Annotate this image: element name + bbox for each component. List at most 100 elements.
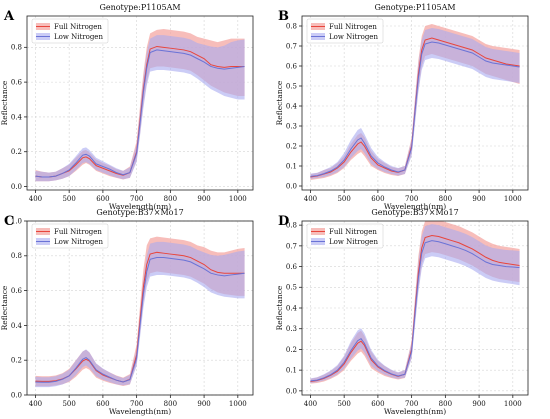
x-tick-label: 800 (164, 195, 177, 203)
x-axis-label: Wavelength(nm) (109, 407, 171, 416)
x-tick-label: 500 (337, 195, 350, 203)
y-tick-label: 0.2 (11, 148, 22, 156)
legend-label: Full Nitrogen (329, 23, 377, 31)
legend-label: Low Nitrogen (329, 33, 378, 41)
line-low-nitrogen (310, 240, 520, 382)
legend: Full Nitrogen Low Nitrogen (31, 223, 109, 249)
y-tick-label: 0.7 (286, 42, 297, 50)
band-low-nitrogen (35, 35, 245, 182)
x-tick-label: 700 (130, 400, 143, 408)
x-tick-label: 400 (304, 400, 317, 408)
y-tick-label: 0.4 (11, 322, 23, 330)
y-tick-label: 0.6 (11, 79, 23, 87)
x-tick-label: 400 (304, 195, 317, 203)
x-tick-label: 400 (29, 400, 42, 408)
x-axis-label: Wavelength(nm) (109, 202, 171, 211)
x-tick-label: 600 (371, 195, 384, 203)
x-tick-label: 700 (405, 195, 418, 203)
y-axis-label: Reflectance (275, 80, 284, 125)
y-tick-label: 0.3 (286, 325, 297, 333)
y-tick-label: 0.2 (11, 357, 22, 365)
y-tick-label: 0.4 (286, 304, 298, 312)
y-tick-label: 0.8 (11, 44, 22, 52)
y-tick-label: 0.7 (286, 242, 297, 250)
y-tick-label: 0.3 (286, 122, 297, 130)
x-tick-label: 900 (197, 400, 210, 408)
x-tick-label: 900 (472, 400, 485, 408)
axes-frame (301, 15, 529, 191)
chart-title: Genotype:B37×Mo17 (96, 208, 183, 217)
x-tick-label: 500 (62, 400, 75, 408)
legend: Full Nitrogen Low Nitrogen (306, 223, 384, 249)
panel-label: D (278, 214, 289, 229)
x-tick-label: 600 (96, 195, 109, 203)
panel-label: B (278, 9, 289, 24)
panel-label: A (3, 9, 15, 24)
x-tick-label: 1000 (504, 400, 522, 408)
y-tick-label: 0.0 (11, 391, 22, 399)
plot-series (35, 236, 245, 388)
legend-label: Full Nitrogen (329, 228, 377, 236)
x-tick-label: 800 (439, 400, 452, 408)
legend-box (31, 18, 109, 44)
x-axis-label: Wavelength(nm) (384, 202, 446, 211)
y-tick-label: 0.8 (286, 222, 297, 230)
x-tick-label: 1000 (229, 400, 247, 408)
legend: Full Nitrogen Low Nitrogen (306, 18, 384, 44)
band-low-nitrogen (35, 241, 245, 388)
panel-d: 400 500 600 700 800 900 1000 0.0 0.1 0.2 0.3 0.4 0.5… (275, 208, 529, 416)
y-tick-label: 0.4 (11, 113, 23, 121)
x-tick-label: 600 (96, 400, 109, 408)
y-tick-label: 0.0 (286, 387, 297, 395)
y-tick-label: 0.6 (286, 263, 298, 271)
y-tick-label: 0.2 (286, 142, 297, 150)
chart-title: Genotype:P1105AM (374, 3, 455, 12)
y-tick-label: 0.1 (286, 367, 297, 375)
y-tick-label: 1.0 (11, 217, 22, 225)
y-tick-label: 0.0 (286, 182, 297, 190)
y-axis-label: Reflectance (275, 285, 284, 330)
x-tick-label: 600 (371, 400, 384, 408)
y-tick-label: 0.8 (11, 252, 22, 260)
panel-label: C (4, 214, 14, 229)
y-tick-label: 0.6 (11, 287, 23, 295)
plot-series (310, 24, 520, 180)
chart-title: Genotype:P1105AM (99, 3, 180, 12)
x-tick-label: 1000 (504, 195, 522, 203)
y-tick-label: 0.0 (11, 183, 22, 191)
y-tick-label: 0.1 (286, 162, 297, 170)
x-axis-label: Wavelength(nm) (384, 407, 446, 416)
y-tick-label: 0.6 (286, 62, 298, 70)
line-low-nitrogen (35, 49, 245, 178)
legend-label: Full Nitrogen (54, 228, 102, 236)
y-tick-label: 0.5 (286, 82, 297, 90)
panel-c: 400 500 600 700 800 900 1000 0.0 0.2 0.4 0.6 0.8 1.0… (0, 208, 254, 416)
x-tick-label: 400 (29, 195, 42, 203)
axes-frame (26, 15, 254, 191)
legend-label: Full Nitrogen (54, 23, 102, 31)
x-tick-label: 900 (472, 195, 485, 203)
legend: Full Nitrogen Low Nitrogen (31, 18, 109, 44)
line-low-nitrogen (310, 41, 520, 177)
legend-box (306, 223, 384, 249)
axes-frame (26, 220, 254, 396)
legend-box (306, 18, 384, 44)
legend-label: Low Nitrogen (54, 238, 103, 246)
y-axis-label: Reflectance (0, 285, 9, 330)
legend-box (31, 223, 109, 249)
chart-title: Genotype:B37×Mo17 (371, 208, 458, 217)
x-tick-label: 500 (62, 195, 75, 203)
x-tick-label: 800 (439, 195, 452, 203)
x-tick-label: 700 (405, 400, 418, 408)
panel-b: 400 500 600 700 800 900 1000 0.0 0.1 0.2 0.3 0.4 0.5… (275, 3, 529, 211)
x-tick-label: 1000 (229, 195, 247, 203)
y-tick-label: 0.2 (286, 346, 297, 354)
y-axis-label: Reflectance (0, 80, 9, 125)
x-tick-label: 800 (164, 400, 177, 408)
legend-label: Low Nitrogen (329, 238, 378, 246)
y-tick-label: 0.5 (286, 284, 297, 292)
x-tick-label: 700 (130, 195, 143, 203)
line-low-nitrogen (35, 257, 245, 383)
plot-series (310, 221, 520, 384)
